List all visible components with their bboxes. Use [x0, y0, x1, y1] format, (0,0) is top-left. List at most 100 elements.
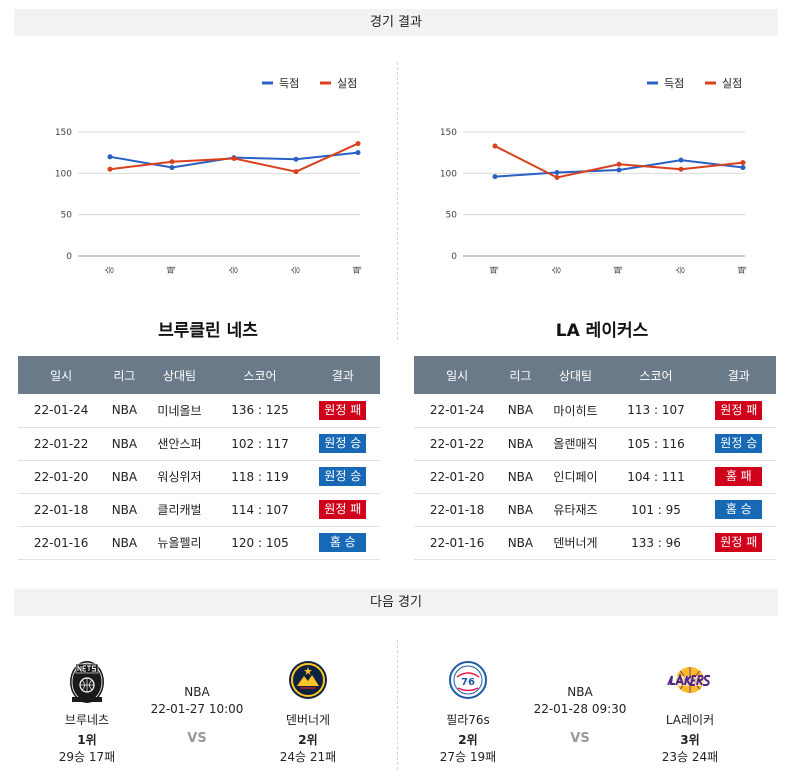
opponent-team: 클리캐벌 — [144, 493, 215, 527]
game-league: NBA — [104, 526, 145, 560]
table-row: 22-01-24 NBA 마이히트 113 : 107 원정 패 — [414, 394, 776, 428]
svg-text:76: 76 — [461, 677, 475, 688]
next-game-1-home-team[interactable]: 브루네츠 1위 29승 17패 — [47, 655, 127, 765]
legend-label-score: 득점 — [279, 77, 299, 90]
x-tick-label: 패 — [353, 266, 364, 274]
nets-logo-icon — [67, 655, 107, 705]
game-league: NBA — [500, 427, 541, 461]
x-tick-label: 패 — [167, 266, 178, 274]
team-name: LA레이커 — [665, 713, 715, 727]
game-league: NBA — [104, 493, 145, 527]
next-game-2-away-team[interactable]: LA레이커 3위 23승 24패 — [650, 655, 730, 765]
table-row: 22-01-16 NBA 덴버너게 133 : 96 원정 패 — [414, 526, 776, 560]
result-badge: 홈 승 — [715, 500, 763, 519]
game-league: NBA — [500, 460, 541, 494]
game-score: 114 : 107 — [214, 493, 306, 527]
game-score: 101 : 95 — [610, 493, 702, 527]
vs-label: VS — [570, 731, 590, 746]
result-badge: 원정 패 — [715, 400, 763, 420]
result-badge: 원정 승 — [319, 467, 367, 486]
data-point — [492, 174, 498, 180]
game-score: 104 : 111 — [610, 460, 702, 494]
team-name: 필라76s — [446, 713, 490, 727]
game-date: 22-01-22 — [18, 427, 105, 461]
result-cell: 홈 패 — [701, 460, 776, 494]
data-point — [616, 161, 622, 167]
result-cell: 원정 패 — [701, 394, 776, 428]
game-score: 113 : 107 — [610, 394, 702, 428]
result-badge: 원정 패 — [715, 533, 763, 552]
game-date: 22-01-24 — [18, 394, 105, 428]
team-record: 27승 19패 — [439, 750, 497, 764]
column-divider — [397, 62, 398, 340]
76ers-logo-icon: 76 — [448, 655, 488, 705]
y-tick-label: 100 — [440, 169, 457, 179]
game-date: 22-01-16 — [18, 526, 105, 560]
game-score: 118 : 119 — [214, 460, 306, 494]
left-team-line-chart: 0 50 100 150 승 패 승 승 패 득점 실점 — [55, 77, 364, 274]
table-row: 22-01-18 NBA 클리캐벌 114 : 107 원정 패 — [18, 493, 380, 527]
data-point — [492, 143, 498, 149]
result-cell: 원정 패 — [701, 526, 776, 560]
game-score: 102 : 117 — [214, 427, 306, 461]
result-badge: 홈 승 — [319, 533, 367, 552]
table-header-row: 일시 리그 상대팀 스코어 결과 — [18, 356, 380, 394]
result-cell: 홈 승 — [701, 493, 776, 527]
right-team-line-chart: 0 50 100 150 패 승 패 승 패 득점 실점 — [440, 77, 749, 274]
x-tick-label: 패 — [614, 266, 625, 274]
data-point — [554, 174, 560, 180]
x-tick-label: 승 — [552, 266, 563, 274]
data-point — [678, 166, 684, 172]
y-tick-label: 150 — [440, 128, 457, 138]
result-cell: 원정 승 — [305, 427, 380, 461]
table-header-cell: 스코어 — [214, 356, 306, 394]
table-row: 22-01-18 NBA 유타재즈 101 : 95 홈 승 — [414, 493, 776, 527]
game-league: NBA — [104, 427, 145, 461]
next-game-2-info: NBA 22-01-28 09:30 — [525, 684, 635, 718]
game-date: 22-01-20 — [414, 460, 501, 494]
game-league: NBA — [104, 394, 145, 428]
vs-label: VS — [187, 731, 207, 746]
data-point — [355, 150, 361, 156]
opponent-team: 유타재즈 — [540, 493, 611, 527]
team-rank: 1위 — [77, 733, 97, 747]
right-team-results-table: 일시 리그 상대팀 스코어 결과 22-01-24 NBA 마이히트 113 : 107 원정 … — [414, 356, 776, 560]
team-rank: 2위 — [298, 733, 318, 747]
results-section-header: 경기 결과 — [14, 9, 778, 36]
next-game-2-home-team[interactable]: 76 필라76s 2위 27승 19패 — [428, 655, 508, 765]
left-team-chart: 0 50 100 150 승 패 승 승 패 득점 실점 — [30, 65, 390, 280]
legend-label-score: 득점 — [664, 77, 684, 90]
game-date: 22-01-20 — [18, 460, 105, 494]
x-tick-label: 승 — [291, 266, 302, 274]
legend-label-allowed: 실점 — [722, 77, 742, 90]
next-game-1-away-team[interactable]: 덴버너게 2위 24승 21패 — [268, 655, 348, 765]
table-header-row: 일시 리그 상대팀 스코어 결과 — [414, 356, 776, 394]
table-header-cell: 스코어 — [610, 356, 702, 394]
y-tick-label: 0 — [451, 252, 457, 262]
opponent-team: 뉴올펠리 — [144, 526, 215, 560]
column-divider — [397, 640, 398, 770]
right-team-title: LA 레이커스 — [555, 321, 649, 341]
result-badge: 원정 승 — [715, 434, 763, 453]
y-tick-label: 50 — [61, 211, 73, 221]
game-league: NBA — [104, 460, 145, 494]
game-score: 136 : 125 — [214, 394, 306, 428]
y-tick-label: 50 — [446, 211, 458, 221]
match-datetime: 22-01-28 09:30 — [533, 702, 627, 716]
game-league: NBA — [500, 526, 541, 560]
match-league: NBA — [184, 685, 210, 699]
data-point — [355, 141, 361, 147]
match-league: NBA — [567, 685, 593, 699]
data-point — [554, 170, 560, 176]
opponent-team: 미네올브 — [144, 394, 215, 428]
table-header-cell: 결과 — [305, 356, 380, 394]
team-record: 29승 17패 — [58, 750, 116, 764]
table-header-cell: 리그 — [500, 356, 541, 394]
next-game-1-info: NBA 22-01-27 10:00 — [142, 684, 252, 718]
table-header-cell: 결과 — [701, 356, 776, 394]
game-score: 120 : 105 — [214, 526, 306, 560]
result-badge: 홈 패 — [715, 467, 763, 486]
match-datetime: 22-01-27 10:00 — [150, 702, 244, 716]
y-tick-label: 0 — [66, 252, 72, 262]
team-record: 24승 21패 — [279, 750, 337, 764]
